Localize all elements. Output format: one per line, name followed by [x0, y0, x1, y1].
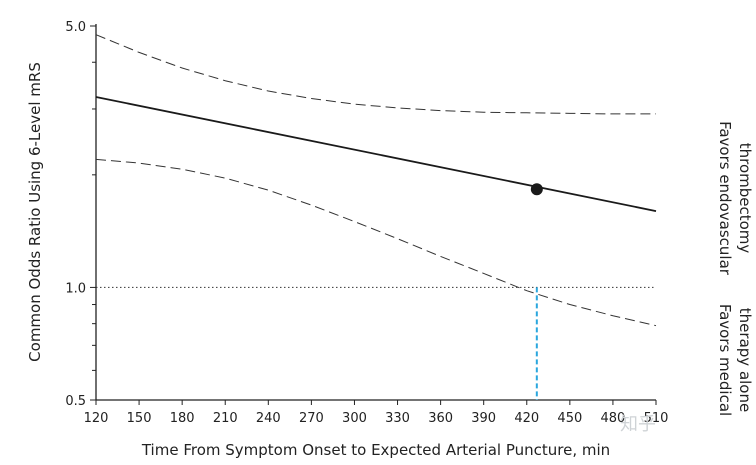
x-tick-label-360: 360 [428, 411, 453, 426]
x-tick-label-120: 120 [84, 411, 109, 426]
side-label-top: Favors endovascular thrombectomy [716, 121, 754, 276]
axes [95, 24, 656, 401]
x-tick-label-390: 390 [471, 411, 496, 426]
y-axis-title: Common Odds Ratio Using 6-Level mRS [26, 62, 44, 362]
y-tick-label-5: 5.0 [65, 20, 86, 35]
x-ticks: 120 150 180 210 240 270 300 330 360 390 420 450 480 5… [84, 400, 669, 426]
side-label-bottom-line2: therapy alone [736, 308, 754, 412]
x-tick-label-210: 210 [213, 411, 238, 426]
x-tick-label-450: 450 [557, 411, 582, 426]
x-tick-label-420: 420 [514, 411, 539, 426]
x-tick-label-300: 300 [342, 411, 367, 426]
upper-ci-line [95, 34, 656, 115]
side-label-bottom: Favors medical therapy alone [716, 304, 754, 416]
x-tick-label-150: 150 [127, 411, 152, 426]
side-label-top-line2: thrombectomy [736, 143, 754, 254]
marker-point [530, 183, 543, 196]
side-label-top-line1: Favors endovascular [716, 121, 734, 276]
x-tick-label-330: 330 [385, 411, 410, 426]
x-axis-title: Time From Symptom Onset to Expected Arte… [141, 441, 610, 459]
series-layer [95, 34, 657, 327]
x-tick-label-240: 240 [256, 411, 281, 426]
x-tick-label-510: 510 [644, 411, 669, 426]
y-tick-label-1: 1.0 [65, 281, 86, 296]
x-tick-label-180: 180 [170, 411, 195, 426]
y-ticks: 0.5 1.0 5.0 [65, 20, 96, 409]
x-tick-label-480: 480 [601, 411, 626, 426]
estimate-line [95, 96, 657, 212]
watermark: 知乎 [620, 414, 656, 435]
marks [530, 183, 543, 400]
lower-ci-line [95, 158, 657, 327]
side-label-bottom-line1: Favors medical [716, 304, 734, 416]
y-tick-label-0.5: 0.5 [65, 394, 86, 409]
x-tick-label-270: 270 [299, 411, 324, 426]
